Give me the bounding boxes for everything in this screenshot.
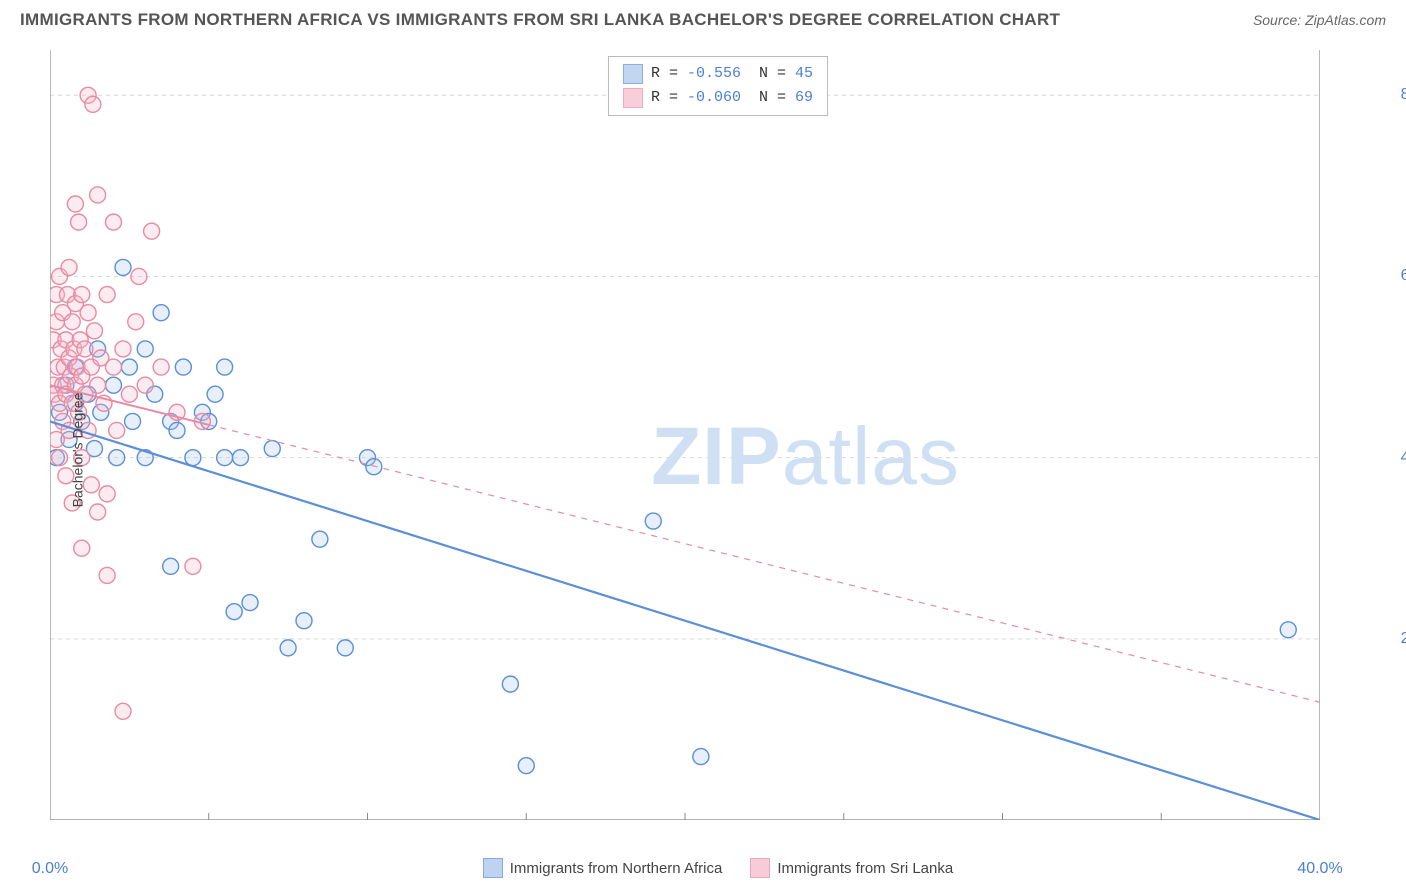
legend-label: Immigrants from Northern Africa — [510, 860, 723, 877]
y-tick-label: 40.0% — [1401, 449, 1406, 467]
chart-container: Bachelor's Degree ZIPatlas R = -0.556 N … — [50, 50, 1386, 850]
y-tick-label: 80.0% — [1401, 86, 1406, 104]
legend-item: Immigrants from Sri Lanka — [750, 858, 953, 878]
legend-swatch — [750, 858, 770, 878]
legend-swatch — [623, 88, 643, 108]
scatter-chart — [50, 50, 1320, 820]
y-tick-label: 60.0% — [1401, 267, 1406, 285]
series-legend: Immigrants from Northern Africa Immigrant… — [50, 858, 1386, 878]
legend-item: Immigrants from Northern Africa — [483, 858, 723, 878]
correlation-row: R = -0.556 N = 45 — [623, 62, 813, 86]
source-label: Source: ZipAtlas.com — [1253, 12, 1386, 28]
chart-title: IMMIGRANTS FROM NORTHERN AFRICA VS IMMIG… — [20, 10, 1060, 30]
y-tick-label: 20.0% — [1401, 630, 1406, 648]
correlation-row: R = -0.060 N = 69 — [623, 86, 813, 110]
legend-swatch — [623, 64, 643, 84]
legend-label: Immigrants from Sri Lanka — [777, 860, 953, 877]
correlation-legend: R = -0.556 N = 45R = -0.060 N = 69 — [608, 56, 828, 116]
y-axis-label: Bachelor's Degree — [69, 393, 85, 508]
legend-swatch — [483, 858, 503, 878]
